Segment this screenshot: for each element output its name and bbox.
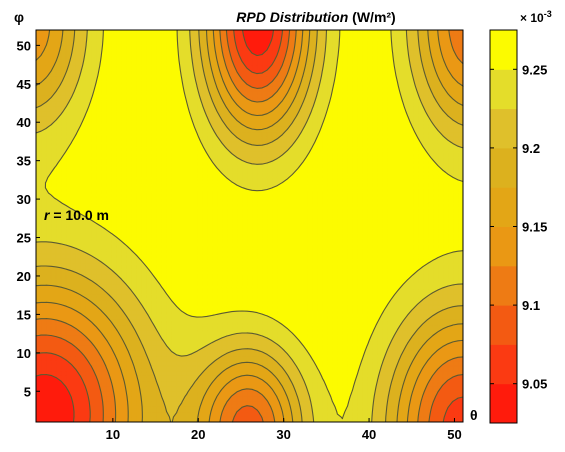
colorbar-band-4 <box>490 226 517 267</box>
contour-line-4 <box>35 29 464 423</box>
y-tick-label: 35 <box>17 154 31 169</box>
radius-annotation: r = 10.0 m <box>44 207 109 223</box>
contour-line-1 <box>35 29 275 423</box>
contour-line-5 <box>35 29 464 423</box>
contour-line-8 <box>35 29 464 423</box>
y-tick-label: 50 <box>17 38 31 53</box>
colorbar-exponent: × 10-3 <box>520 9 552 25</box>
plot-area <box>35 29 464 423</box>
colorbar-band-0 <box>490 383 517 424</box>
colorbar-tick-label: 9.05 <box>522 377 547 392</box>
y-ticks: 5 10 15 20 25 30 35 40 45 50 <box>17 38 40 399</box>
radius-value: = 10.0 m <box>49 207 109 223</box>
y-tick-label: 25 <box>17 231 31 246</box>
y-tick-label: 30 <box>17 192 31 207</box>
colorbar-band-8 <box>490 69 517 110</box>
colorbar-tick-label: 9.1 <box>522 298 540 313</box>
y-tick-label: 5 <box>24 384 31 399</box>
y-tick-label: 10 <box>17 346 31 361</box>
colorbar-tick-label: 9.25 <box>522 62 547 77</box>
y-tick-label: 40 <box>17 115 31 130</box>
contour-line-2 <box>35 29 464 423</box>
contour-band-9 <box>44 29 464 420</box>
chart-title-unit: (W/m²) <box>352 9 396 25</box>
x-tick-label: 20 <box>191 427 205 442</box>
plot-frame <box>35 29 464 423</box>
y-tick-label: 45 <box>17 77 31 92</box>
contour-line-3 <box>35 29 464 423</box>
colorbar-band-9 <box>490 30 517 70</box>
colorbar-band-2 <box>490 305 517 345</box>
colorbar-bands <box>490 30 517 424</box>
radius-variable: r <box>44 207 51 223</box>
x-tick-label: 50 <box>447 427 461 442</box>
colorbar-ticks: 9.05 9.1 9.15 9.2 9.25 <box>490 62 547 392</box>
colorbar: 9.05 9.1 9.15 9.2 9.25 × 10-3 <box>489 9 552 424</box>
chart-title-main: RPD Distribution <box>236 9 348 25</box>
chart-title: RPD Distribution (W/m²) <box>236 9 395 25</box>
colorbar-band-1 <box>490 344 517 385</box>
colorbar-band-5 <box>490 187 517 227</box>
colorbar-band-6 <box>490 147 517 188</box>
contour-line-9 <box>44 29 464 420</box>
colorbar-band-3 <box>490 265 517 306</box>
x-tick-label: 10 <box>106 427 120 442</box>
y-tick-label: 20 <box>17 269 31 284</box>
contour-line-6 <box>35 29 464 423</box>
colorbar-tick-label: 9.2 <box>522 141 540 156</box>
colorbar-exponent-power: -3 <box>544 9 552 19</box>
colorbar-band-7 <box>490 108 517 149</box>
y-axis-label: φ <box>14 9 24 25</box>
x-tick-label: 40 <box>362 427 376 442</box>
x-axis-label: θ <box>470 407 478 423</box>
contour-fills <box>35 29 464 423</box>
y-tick-label: 15 <box>17 307 31 322</box>
colorbar-tick-label: 9.15 <box>522 220 547 235</box>
colorbar-exponent-base: × 10 <box>520 11 544 25</box>
x-ticks: 10 20 30 40 50 <box>106 418 462 442</box>
contour-lines <box>35 29 464 423</box>
x-tick-label: 30 <box>276 427 290 442</box>
contour-line-7 <box>35 29 464 423</box>
